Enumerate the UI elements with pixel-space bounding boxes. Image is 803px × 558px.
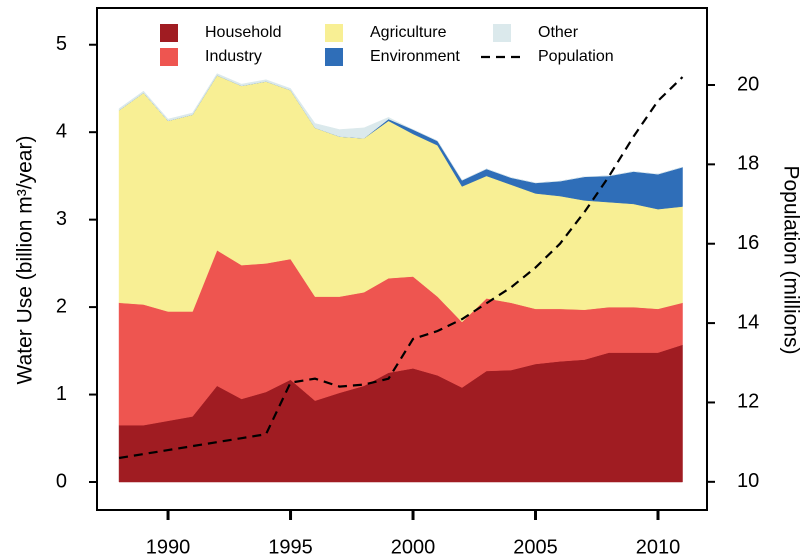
x-tick-label: 2000 <box>391 536 436 558</box>
y-tick-label: 3 <box>56 208 67 230</box>
y2-tick-label: 18 <box>737 153 759 175</box>
y2-tick-label: 14 <box>737 311 759 333</box>
x-tick-label: 2005 <box>513 536 558 558</box>
area <box>118 73 683 184</box>
legend-label: Environment <box>370 48 460 65</box>
x-tick-label: 1990 <box>146 536 191 558</box>
y2-axis-label: Population (millions) <box>779 165 802 354</box>
legend-swatch <box>160 48 178 66</box>
x-tick-label: 1995 <box>268 536 313 558</box>
legend-label: Household <box>205 24 282 41</box>
plot-frame <box>96 7 708 511</box>
y-tick-label: 4 <box>56 120 67 142</box>
y-tick-label: 0 <box>56 470 67 492</box>
y-tick-label: 2 <box>56 295 67 317</box>
y-tick-label: 5 <box>56 33 67 55</box>
legend-label: Agriculture <box>370 24 447 41</box>
legend-label: Population <box>538 48 614 65</box>
legend-swatch <box>325 48 343 66</box>
y2-tick-label: 10 <box>737 470 759 492</box>
population-line <box>118 76 684 460</box>
legend-swatch <box>160 24 178 42</box>
legend-label: Industry <box>205 48 262 65</box>
legend-swatch <box>493 24 511 42</box>
y-axis-label: Water Use (billion m³/year) <box>14 136 37 385</box>
legend-label: Other <box>538 24 579 41</box>
y2-tick-label: 20 <box>737 73 759 95</box>
legend-swatch <box>325 24 343 42</box>
y2-tick-label: 16 <box>737 232 759 254</box>
y-tick-label: 1 <box>56 383 67 405</box>
x-tick-label: 2010 <box>636 536 681 558</box>
y2-tick-label: 12 <box>737 391 759 413</box>
